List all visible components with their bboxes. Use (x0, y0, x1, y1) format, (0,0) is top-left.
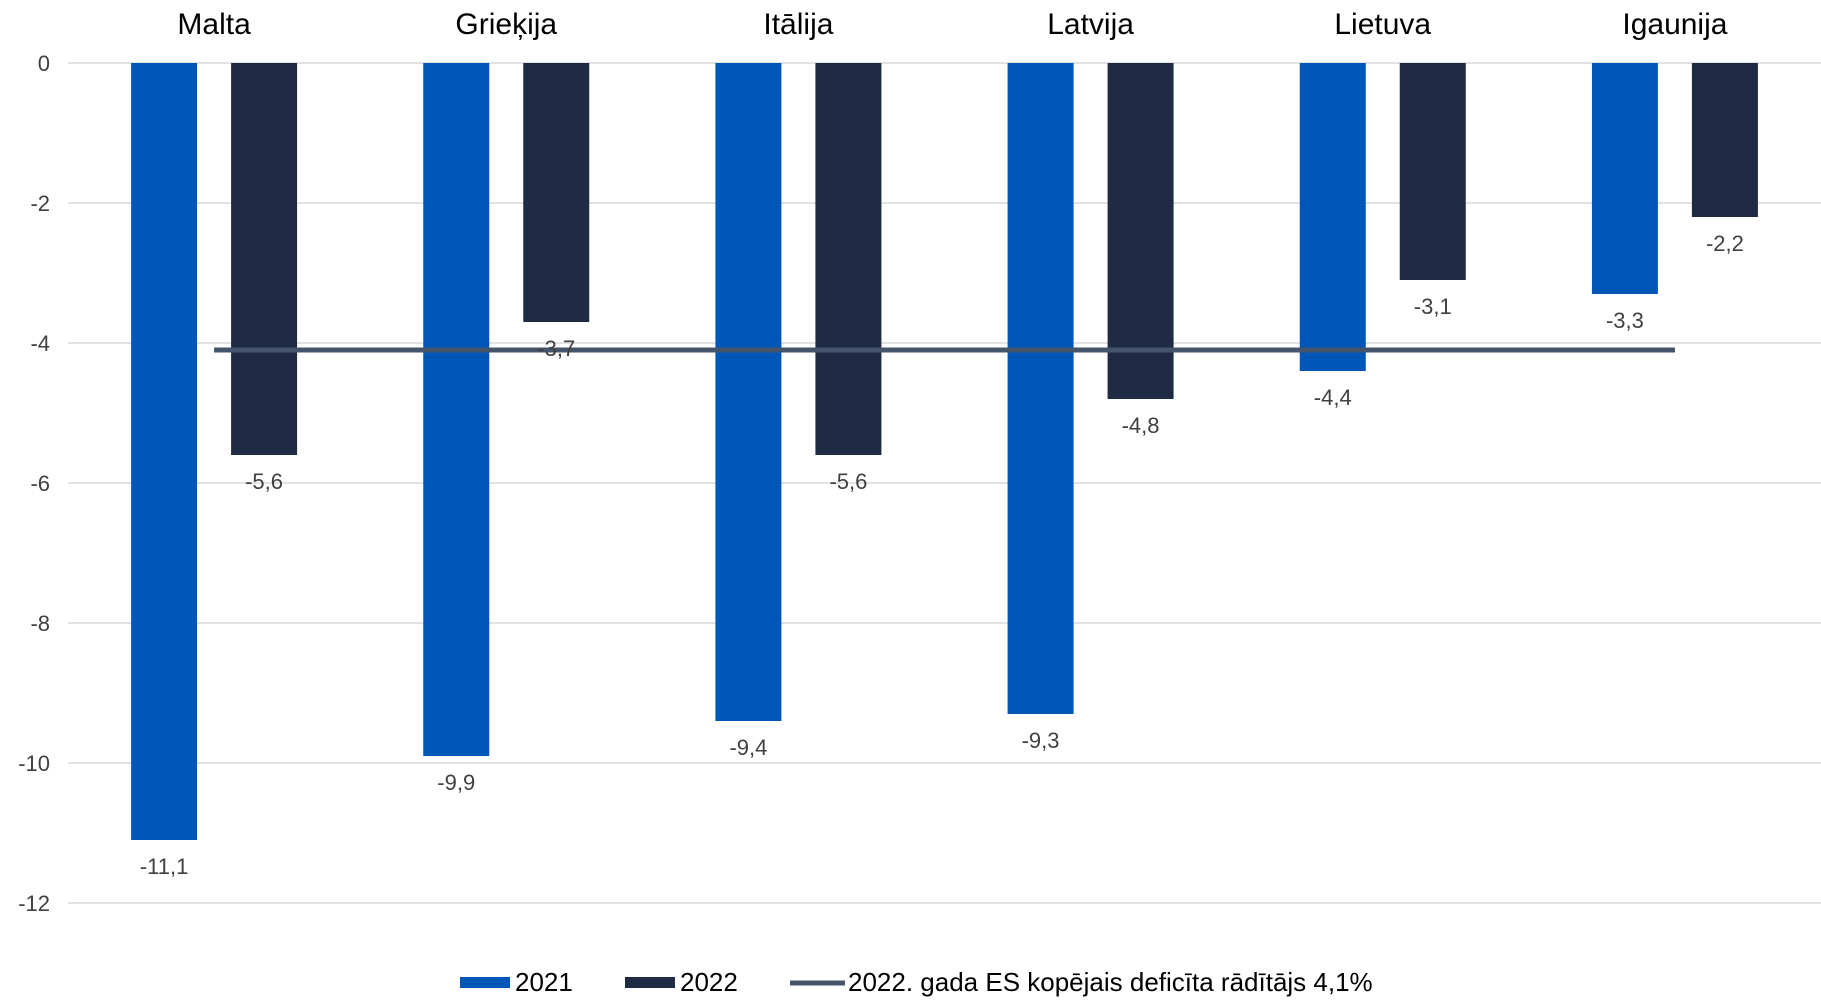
data-label-2022: -3,7 (537, 336, 575, 361)
y-tick-label: -10 (18, 751, 50, 776)
gridlines (68, 62, 1821, 904)
bar-2022 (1691, 63, 1758, 217)
bar-2021 (715, 63, 782, 721)
data-label-2021: -9,4 (729, 735, 767, 760)
y-tick-label: -6 (30, 471, 50, 496)
bar-2022 (523, 63, 590, 322)
category-label: Igaunija (1622, 8, 1727, 41)
data-label-2022: -3,1 (1414, 294, 1452, 319)
y-tick-label: -12 (18, 891, 50, 916)
legend: 2021 2022 2022. gada ES kopējais deficīta … (460, 967, 1373, 997)
legend-swatch-2022 (625, 977, 675, 988)
data-labels: -11,1 -5,6 -9,9 -3,7 -9,4 -5,6 -9,3 -4,8 -4,4 -3,… (140, 231, 1744, 879)
bar-2021 (1591, 63, 1658, 294)
y-tick-label: -8 (30, 611, 50, 636)
data-label-2022: -4,8 (1122, 413, 1160, 438)
category-label: Malta (177, 8, 251, 41)
category-label: Latvija (1047, 8, 1134, 41)
bar-2021 (131, 63, 198, 840)
data-label-2022: -5,6 (245, 469, 283, 494)
bar-2022 (815, 63, 882, 455)
legend-swatch-2021 (460, 977, 510, 988)
y-tick-label: -2 (30, 191, 50, 216)
data-label-2022: -5,6 (829, 469, 867, 494)
legend-label-reference-line: 2022. gada ES kopējais deficīta rādītājs… (848, 967, 1373, 997)
bar-2021 (423, 63, 490, 756)
data-label-2021: -9,3 (1022, 728, 1060, 753)
category-label: Grieķija (455, 8, 557, 41)
bar-2022 (1399, 63, 1466, 280)
bar-2021 (1299, 63, 1366, 371)
data-label-2021: -11,1 (140, 854, 189, 879)
y-tick-label: -4 (30, 331, 50, 356)
category-label: Lietuva (1334, 8, 1431, 41)
y-tick-label: 0 (38, 51, 50, 76)
category-label: Itālija (763, 8, 833, 41)
category-labels: Malta Grieķija Itālija Latvija Lietuva Igauni… (177, 8, 1727, 41)
legend-label-2021: 2021 (515, 967, 573, 997)
data-label-2021: -4,4 (1314, 385, 1352, 410)
legend-label-2022: 2022 (680, 967, 738, 997)
data-label-2022: -2,2 (1706, 231, 1744, 256)
bar-2022 (231, 63, 298, 455)
bars (131, 63, 1758, 840)
bar-2021 (1007, 63, 1074, 714)
bar-2022 (1107, 63, 1174, 399)
data-label-2021: -9,9 (437, 770, 475, 795)
y-axis: 0 -2 -4 -6 -8 -10 -12 (18, 51, 50, 916)
data-label-2021: -3,3 (1606, 308, 1644, 333)
